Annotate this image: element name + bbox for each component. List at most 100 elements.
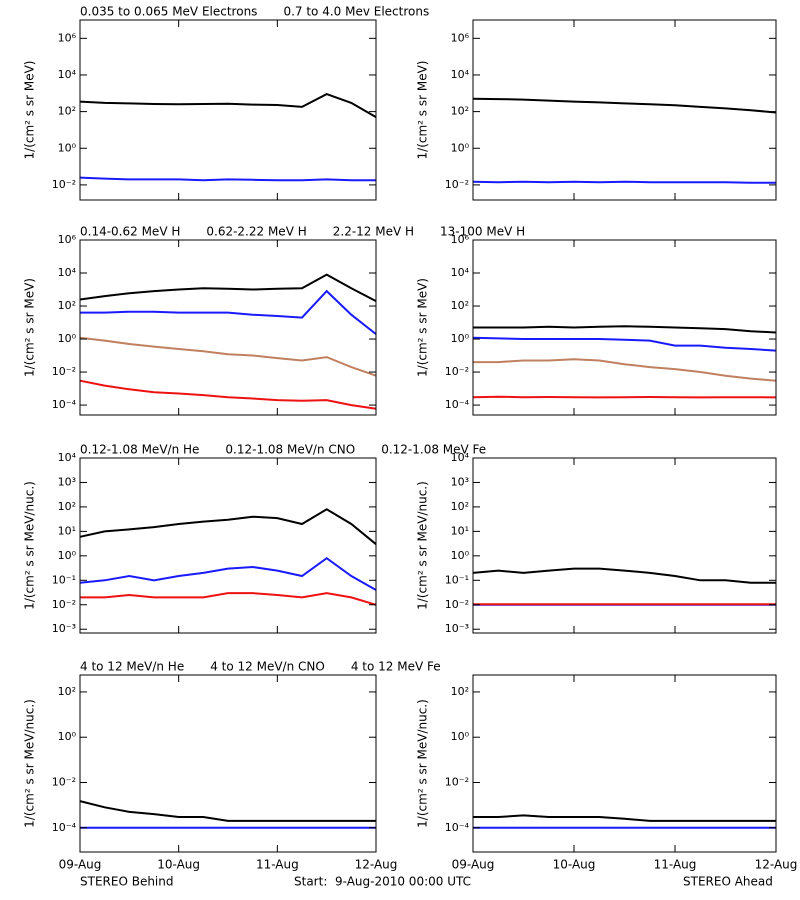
legend-entry: 0.62-2.22 MeV H <box>206 225 306 239</box>
y-axis-label: 1/(cm² s sr MeV) <box>23 278 37 377</box>
y-tick-label: 10⁰ <box>451 141 470 154</box>
legend-entry: 0.12-1.08 MeV Fe <box>381 443 486 457</box>
legend-entry: 0.14-0.62 MeV H <box>80 225 180 239</box>
y-tick-label: 10² <box>58 685 76 698</box>
y-tick-label: 10⁴ <box>58 68 77 81</box>
plot-frame <box>472 239 777 416</box>
y-axis-label: 1/(cm² s sr MeV/nuc.) <box>416 699 430 828</box>
y-tick-label: 10⁻² <box>52 598 76 611</box>
series-line <box>80 289 377 335</box>
y-tick-label: 10⁰ <box>58 549 77 562</box>
y-tick-label: 10² <box>58 299 76 312</box>
series-line <box>79 508 377 545</box>
y-tick-label: 10⁶ <box>58 233 77 246</box>
plot-frame <box>472 457 777 634</box>
plot-frame <box>79 239 377 416</box>
y-tick-label: 10⁰ <box>451 332 470 345</box>
y-tick-label: 10² <box>58 105 76 118</box>
y-tick-label: 10⁻² <box>445 598 469 611</box>
plot-frame <box>472 674 777 853</box>
y-tick-label: 10⁰ <box>58 141 77 154</box>
plot-frame <box>472 19 777 201</box>
x-tick-label: 09-Aug <box>59 858 102 872</box>
y-tick-label: 10⁶ <box>451 233 470 246</box>
series-line <box>472 180 776 184</box>
x-tick-label: 11-Aug <box>256 858 299 872</box>
y-axis-label: 1/(cm² s sr MeV) <box>416 61 430 160</box>
x-tick-label: 12-Aug <box>755 858 798 872</box>
series-line <box>79 556 377 591</box>
y-tick-label: 10³ <box>58 475 76 488</box>
x-tick-label: 09-Aug <box>452 858 495 872</box>
legend-entry: 0.7 to 4.0 Mev Electrons <box>283 5 429 19</box>
y-tick-label: 10⁰ <box>451 730 470 743</box>
y-tick-label: 10⁻⁴ <box>52 398 77 411</box>
x-tick-label: 10-Aug <box>553 858 596 872</box>
plot-frame <box>79 457 377 634</box>
series-line <box>472 97 777 114</box>
plot-frame <box>79 674 377 853</box>
y-tick-label: 10⁻¹ <box>52 573 76 586</box>
y-tick-label: 10⁻² <box>52 365 76 378</box>
y-tick-label: 10⁻² <box>445 365 469 378</box>
legend-entry: 4 to 12 MeV/n He <box>80 660 184 674</box>
y-tick-label: 10² <box>58 500 76 513</box>
y-tick-label: 10⁴ <box>451 451 470 464</box>
x-tick-label: 10-Aug <box>157 858 200 872</box>
y-tick-label: 10³ <box>451 475 469 488</box>
y-tick-label: 10⁴ <box>58 451 77 464</box>
y-tick-label: 10⁴ <box>451 68 470 81</box>
series-line <box>79 273 377 302</box>
legend-entry: 2.2-12 MeV H <box>333 225 414 239</box>
y-tick-label: 10⁶ <box>451 31 470 44</box>
legend-entry: 4 to 12 MeV/n CNO <box>210 660 325 674</box>
footer-right: STEREO Ahead <box>683 875 773 889</box>
y-tick-label: 10⁻² <box>52 178 76 191</box>
series-line <box>472 336 777 352</box>
series-line <box>472 395 777 399</box>
series-line <box>472 567 776 584</box>
legend-entry: 4 to 12 MeV Fe <box>351 660 441 674</box>
x-tick-label: 11-Aug <box>654 858 697 872</box>
legend-entry: 0.12-1.08 MeV/n He <box>80 443 199 457</box>
y-tick-label: 10⁻² <box>445 775 469 788</box>
y-tick-label: 10⁻⁴ <box>445 398 470 411</box>
y-tick-label: 10² <box>451 685 469 698</box>
series-line <box>79 379 377 410</box>
y-tick-label: 10⁴ <box>58 266 77 279</box>
footer-left: STEREO Behind <box>80 875 174 889</box>
series-line <box>80 592 377 606</box>
y-axis-label: 1/(cm² s sr MeV/nuc.) <box>23 481 37 610</box>
y-tick-label: 10⁻² <box>52 775 76 788</box>
legend-entry: 13-100 MeV H <box>440 225 525 239</box>
y-tick-label: 10⁶ <box>58 31 77 44</box>
y-tick-label: 10⁴ <box>451 266 470 279</box>
series-line <box>473 358 777 382</box>
series-line <box>79 800 376 822</box>
series-line <box>79 336 377 377</box>
y-tick-label: 10² <box>451 299 469 312</box>
footer-center: Start: 9-Aug-2010 00:00 UTC <box>294 875 471 889</box>
y-tick-label: 10¹ <box>451 524 469 537</box>
y-tick-label: 10⁰ <box>58 730 77 743</box>
legend-entry: 0.12-1.08 MeV/n CNO <box>225 443 355 457</box>
y-axis-label: 1/(cm² s sr MeV) <box>416 278 430 377</box>
y-tick-label: 10⁻¹ <box>445 573 469 586</box>
y-axis-label: 1/(cm² s sr MeV/nuc.) <box>23 699 37 828</box>
y-tick-label: 10⁰ <box>451 549 470 562</box>
y-tick-label: 10² <box>451 105 469 118</box>
y-tick-label: 10⁻³ <box>52 622 76 635</box>
y-tick-label: 10² <box>451 500 469 513</box>
legend-entry: 0.035 to 0.065 MeV Electrons <box>80 5 257 19</box>
series-line <box>473 814 776 822</box>
series-line <box>79 176 376 182</box>
plot-frame <box>79 19 377 201</box>
y-tick-label: 10⁻⁴ <box>52 821 77 834</box>
y-axis-label: 1/(cm² s sr MeV/nuc.) <box>416 481 430 610</box>
y-tick-label: 10¹ <box>58 524 76 537</box>
y-tick-label: 10⁻⁴ <box>445 821 470 834</box>
series-line <box>79 93 377 118</box>
y-axis-label: 1/(cm² s sr MeV) <box>23 61 37 160</box>
x-tick-label: 12-Aug <box>355 858 398 872</box>
